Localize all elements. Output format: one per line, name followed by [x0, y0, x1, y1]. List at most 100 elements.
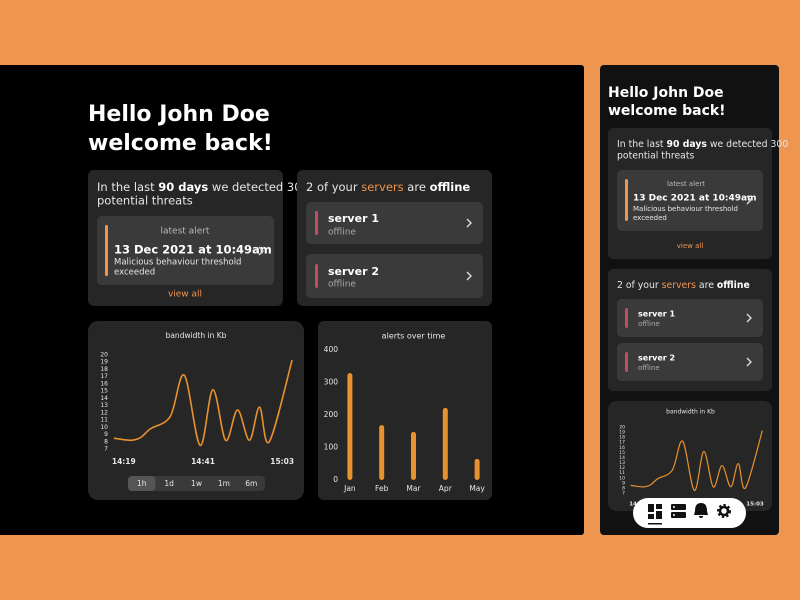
y-tick-label: 16: [619, 445, 625, 451]
y-tick-label: 19: [100, 359, 108, 366]
settings-icon[interactable]: [717, 504, 731, 518]
view-all-link[interactable]: view all: [168, 290, 202, 300]
text: 90 days: [667, 139, 708, 150]
alert-message: exceeded: [114, 268, 155, 278]
x-tick-label: Mar: [406, 484, 421, 493]
threats-text: potential threats: [617, 151, 695, 162]
threats-text: potential threats: [97, 194, 193, 208]
text: we detected 300: [208, 180, 309, 194]
y-tick-label: 20: [619, 425, 625, 431]
y-tick-label: 17: [100, 373, 108, 380]
alert-item[interactable]: [97, 216, 274, 285]
chevron[interactable]: [746, 313, 752, 323]
chevron[interactable]: [746, 195, 752, 205]
dashboard-icon[interactable]: [648, 504, 662, 525]
y-tick-label: 17: [619, 440, 625, 446]
text: 2 of your: [617, 280, 662, 291]
y-tick-label: 18: [100, 366, 108, 373]
y-tick-label: 18: [619, 435, 625, 441]
y-tick-label: 19: [619, 430, 625, 436]
y-tick-label: 0: [333, 475, 338, 484]
range-button[interactable]: 6m: [245, 479, 257, 488]
server-name: server 1: [638, 310, 676, 319]
chevron[interactable]: [746, 357, 752, 367]
server-status: offline: [328, 228, 356, 238]
y-tick-label: 15: [100, 388, 108, 395]
y-tick-label: 8: [104, 438, 108, 445]
bar: [442, 407, 448, 480]
y-tick-label: 9: [104, 431, 108, 438]
x-tick-label: 14:41: [191, 457, 215, 466]
server-item[interactable]: [617, 299, 763, 337]
chevron[interactable]: [258, 246, 264, 256]
server-item[interactable]: [306, 202, 483, 244]
bar: [347, 373, 353, 480]
bandwidth-card: [88, 321, 304, 500]
alert-message: Malicious behaviour threshold: [633, 205, 738, 213]
icon-part: [673, 514, 675, 516]
server-item[interactable]: [306, 254, 483, 298]
greeting-line: Hello John Doe: [608, 85, 724, 101]
alerts-card: [318, 321, 492, 500]
y-tick-label: 100: [324, 443, 339, 452]
threats-text: In the last 90 days we detected 300: [97, 180, 309, 194]
greeting-line: Hello John Doe: [88, 102, 270, 127]
bar: [411, 431, 416, 480]
range-button[interactable]: 1m: [218, 479, 230, 488]
servers-icon[interactable]: [671, 504, 686, 518]
server-name: server 2: [328, 265, 379, 278]
y-tick-label: 13: [619, 460, 625, 466]
y-tick-label: 12: [100, 409, 108, 416]
chevron[interactable]: [466, 271, 472, 281]
view-all-link[interactable]: view all: [677, 242, 704, 250]
icon-part: [648, 504, 654, 512]
servers-heading: 2 of your servers are offline: [306, 180, 470, 194]
alert-date: 13 Dec 2021 at 10:49am: [633, 194, 757, 204]
text: servers: [662, 280, 696, 291]
alert-bar: [625, 179, 628, 221]
x-tick-label: Jan: [343, 484, 356, 493]
x-tick-label: 14:19: [112, 457, 136, 466]
icon-part: [656, 504, 662, 509]
text: are: [696, 280, 717, 291]
y-tick-label: 7: [104, 446, 108, 453]
range-button[interactable]: 1d: [164, 479, 174, 488]
servers-heading: 2 of your servers are offline: [617, 280, 750, 291]
y-tick-label: 16: [100, 380, 108, 387]
text: offline: [717, 280, 750, 291]
x-tick-label: Feb: [375, 484, 389, 493]
chart-title: bandwidth in Kb: [166, 331, 227, 340]
alert-item[interactable]: [617, 170, 763, 231]
y-tick-label: 300: [324, 378, 339, 387]
chart-title: bandwidth in Kb: [666, 409, 715, 416]
y-tick-label: 15: [619, 450, 625, 456]
alerts-icon[interactable]: [694, 503, 708, 518]
greeting-line: welcome back!: [88, 131, 273, 156]
active-indicator: [648, 523, 662, 525]
chevron[interactable]: [466, 218, 472, 228]
range-selector: [128, 476, 265, 491]
greeting: Hello John Doe welcome back!: [0, 0, 748, 119]
range-button[interactable]: 1h: [137, 479, 147, 488]
bar: [379, 425, 385, 480]
server-item[interactable]: [617, 343, 763, 381]
text: offline: [430, 180, 471, 194]
y-tick-label: 11: [100, 417, 108, 424]
y-tick-label: 200: [324, 410, 339, 419]
line: [113, 359, 293, 447]
icon-part: [656, 511, 662, 519]
range-button[interactable]: 1w: [191, 479, 202, 488]
y-tick-label: 20: [100, 352, 108, 359]
server-status: offline: [638, 320, 660, 328]
chart-title: alerts over time: [382, 332, 446, 341]
y-tick-label: 8: [622, 485, 625, 491]
server-name: server 1: [328, 212, 379, 225]
greeting: Hello John Doe welcome back!: [88, 0, 308, 156]
y-tick-label: 12: [619, 465, 625, 471]
text: are: [404, 180, 430, 194]
status-bar: [315, 264, 318, 288]
alert-bar: [105, 225, 108, 276]
bar: [474, 458, 480, 480]
y-tick-label: 400: [324, 345, 339, 354]
status-bar: [315, 211, 318, 235]
